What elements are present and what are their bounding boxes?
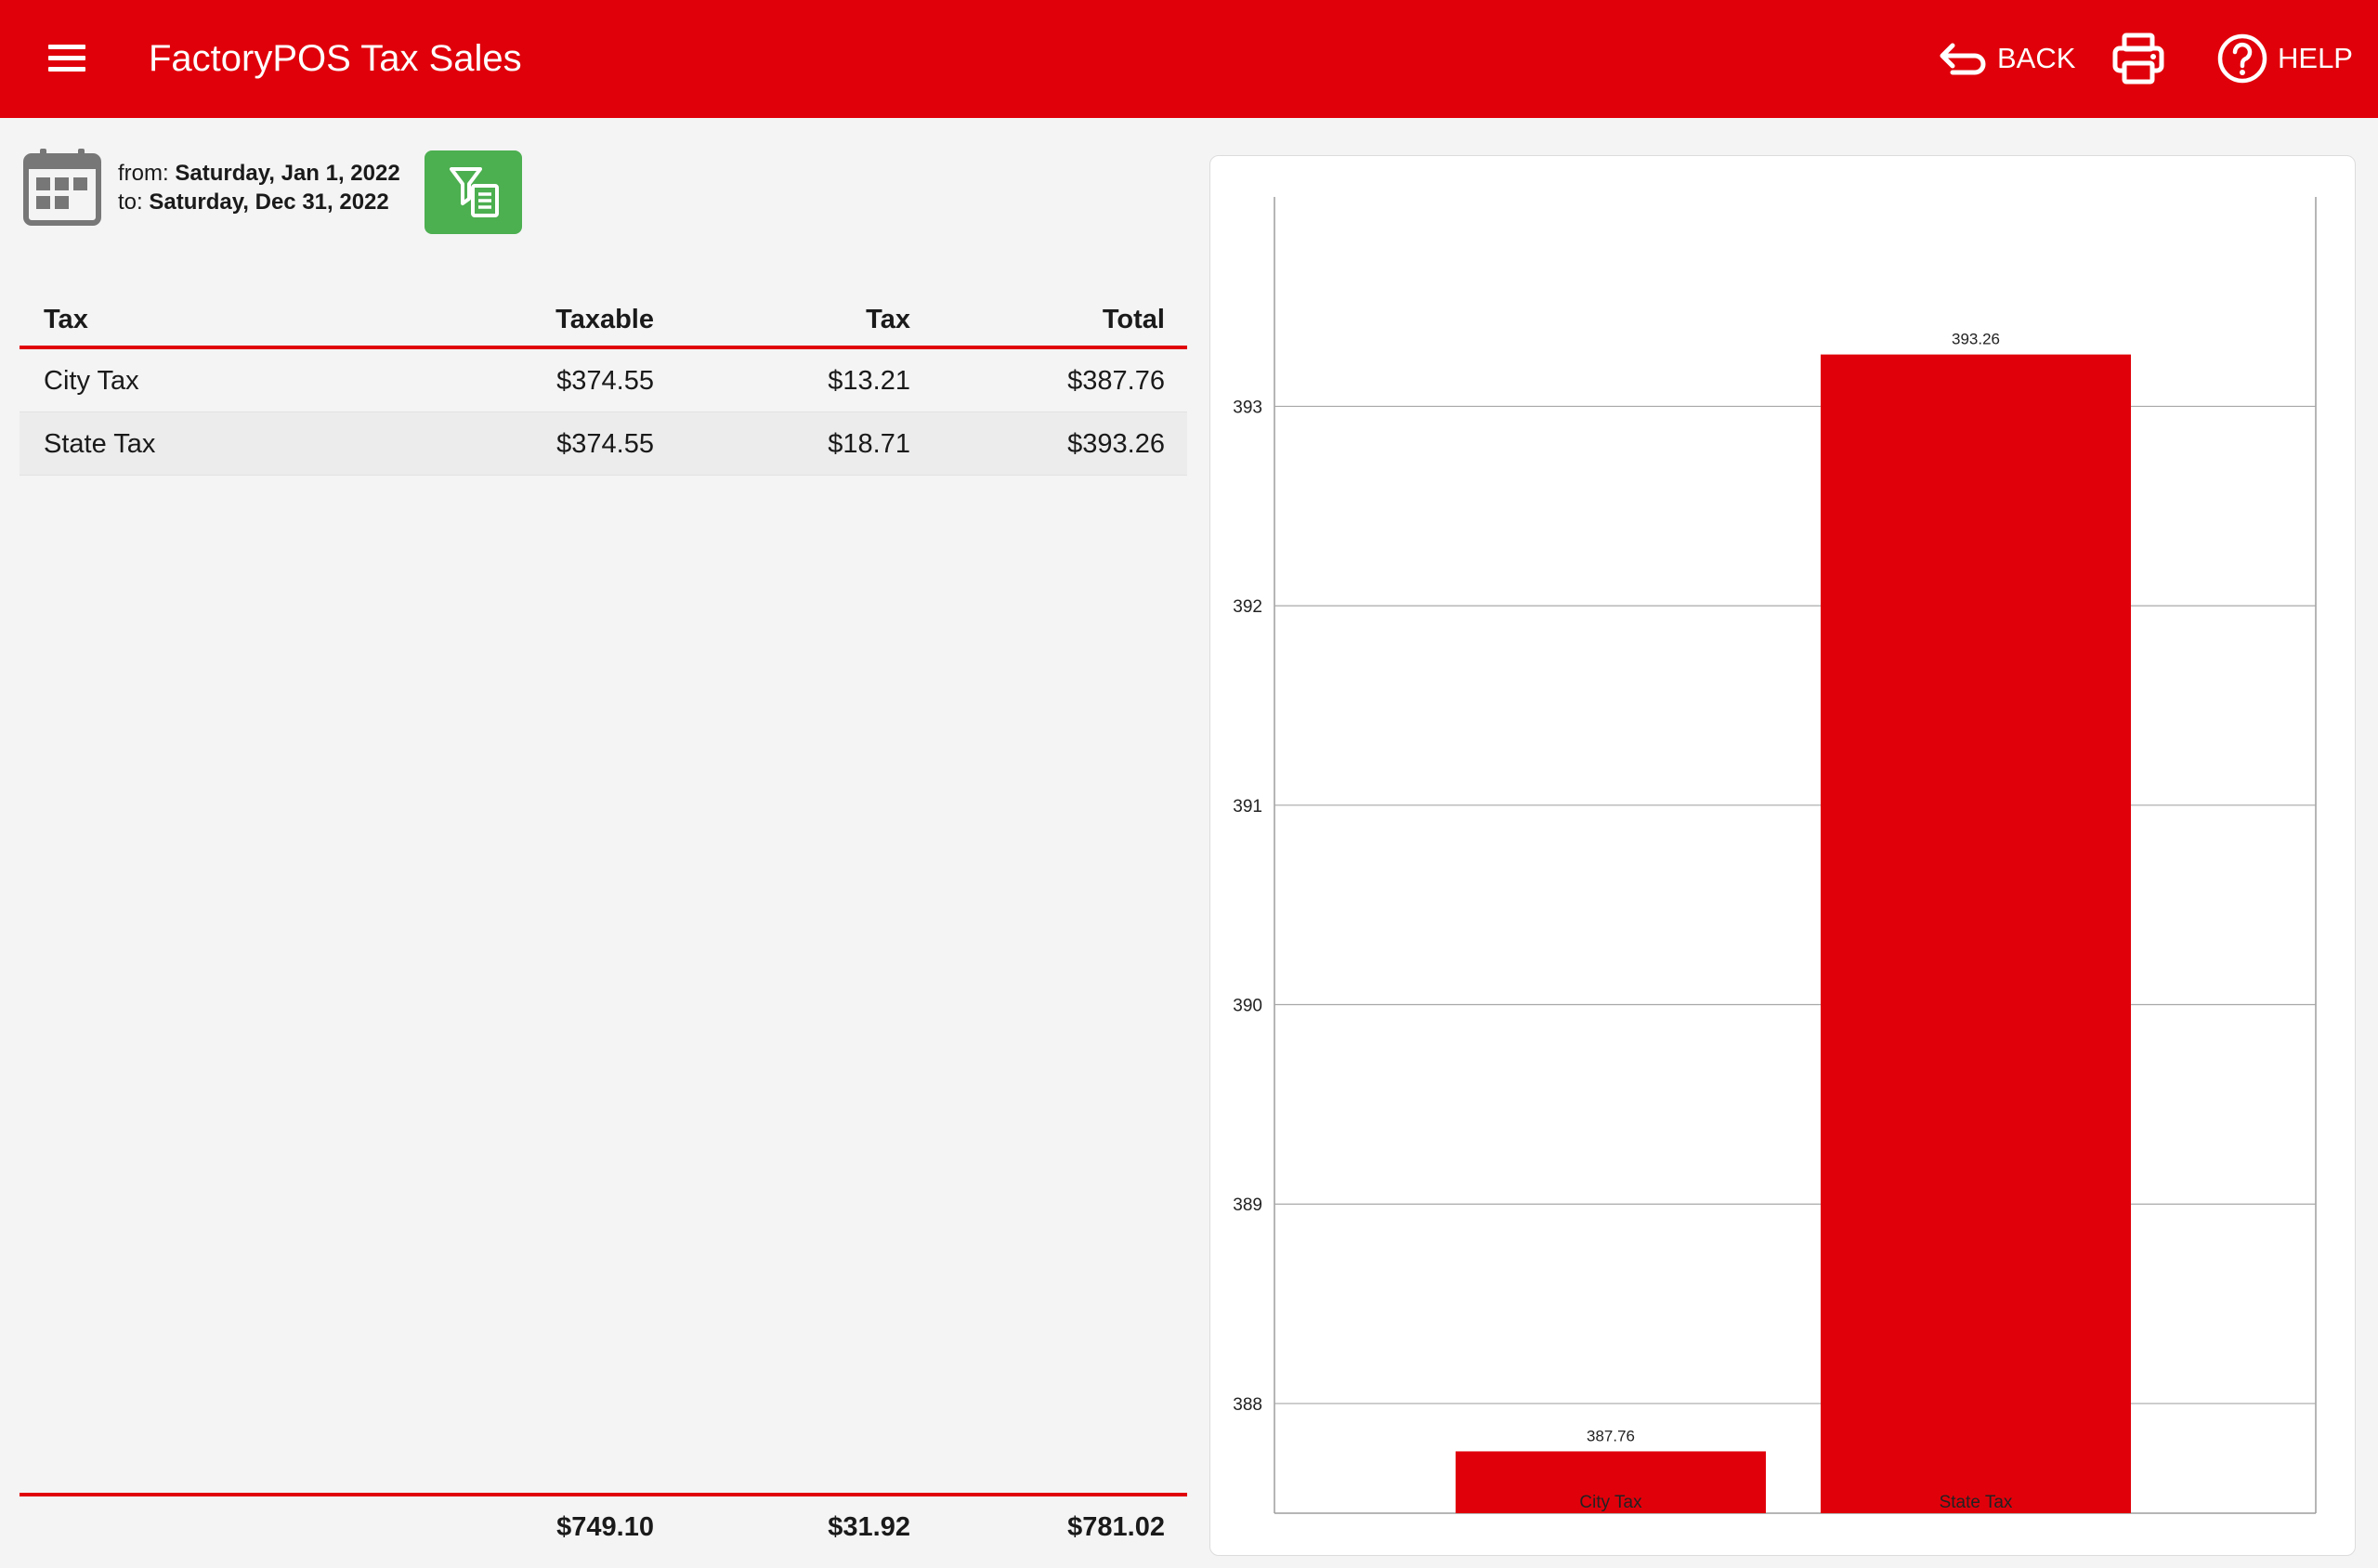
date-to: to: Saturday, Dec 31, 2022 <box>118 188 400 216</box>
y-tick-label: 389 <box>1233 1196 1262 1215</box>
back-label: BACK <box>1997 42 2076 74</box>
date-range: from: Saturday, Jan 1, 2022 to: Saturday… <box>118 159 400 216</box>
row-tax-name: City Tax <box>44 366 139 396</box>
help-button[interactable]: HELP <box>2216 26 2353 91</box>
back-arrow-icon <box>1940 43 1986 75</box>
y-tick-label: 388 <box>1233 1395 1262 1415</box>
row-tax: $18.71 <box>828 429 910 459</box>
date-from-value: Saturday, Jan 1, 2022 <box>175 161 400 186</box>
printer-icon <box>2112 33 2164 85</box>
column-header-tax-name[interactable]: Tax <box>44 305 88 334</box>
totals-row: $749.10 $31.92 $781.02 <box>20 1493 1187 1558</box>
print-button[interactable] <box>2110 26 2166 91</box>
row-total: $387.76 <box>1067 366 1165 396</box>
calendar-icon <box>23 149 101 226</box>
date-from-prefix: from: <box>118 161 169 186</box>
row-total: $393.26 <box>1067 429 1165 459</box>
filter-report-icon <box>450 167 499 217</box>
bar-value-label: 387.76 <box>1587 1427 1635 1444</box>
row-tax: $13.21 <box>828 366 910 396</box>
y-tick-label: 393 <box>1233 398 1262 417</box>
date-from: from: Saturday, Jan 1, 2022 <box>118 159 400 188</box>
table-row[interactable]: State Tax $374.55 $18.71 $393.26 <box>20 412 1187 476</box>
row-taxable: $374.55 <box>556 429 654 459</box>
app-bar: FactoryPOS Tax Sales BACK HELP <box>0 0 2378 118</box>
x-category-label: City Tax <box>1579 1493 1642 1512</box>
tax-chart-card: 388 389 390 391 392 393 387.76 City Tax 393.26 St… <box>1209 155 2356 1556</box>
filter-report-button[interactable] <box>425 150 522 234</box>
total-total: $781.02 <box>1067 1512 1165 1542</box>
menu-icon[interactable] <box>41 35 93 82</box>
y-tick-label: 392 <box>1233 597 1262 617</box>
table-row[interactable]: City Tax $374.55 $13.21 $387.76 <box>20 349 1187 412</box>
chart-bar <box>1456 1451 1766 1513</box>
date-to-value: Saturday, Dec 31, 2022 <box>149 189 389 215</box>
row-tax-name: State Tax <box>44 429 156 459</box>
y-tick-label: 391 <box>1233 797 1262 817</box>
total-tax: $31.92 <box>828 1512 910 1542</box>
date-range-button[interactable] <box>22 147 102 227</box>
tax-bar-chart: 388 389 390 391 392 393 387.76 City Tax 393.26 St… <box>1233 197 2317 1514</box>
date-to-prefix: to: <box>118 189 143 215</box>
x-category-label: State Tax <box>1940 1493 2013 1512</box>
column-header-tax[interactable]: Tax <box>866 305 910 334</box>
tax-table: Tax Taxable Tax Total City Tax $374.55 $… <box>20 294 1187 476</box>
column-header-taxable[interactable]: Taxable <box>555 305 654 334</box>
back-button[interactable]: BACK <box>1938 26 2075 91</box>
help-label: HELP <box>2278 42 2353 74</box>
column-header-total[interactable]: Total <box>1102 305 1165 334</box>
bar-value-label: 393.26 <box>1952 331 2000 348</box>
total-taxable: $749.10 <box>556 1512 654 1542</box>
page-title: FactoryPOS Tax Sales <box>149 38 522 79</box>
row-taxable: $374.55 <box>556 366 654 396</box>
chart-bar <box>1821 354 2131 1513</box>
table-header: Tax Taxable Tax Total <box>20 294 1187 349</box>
help-circle-icon <box>2217 33 2267 84</box>
y-tick-label: 390 <box>1233 997 1262 1016</box>
